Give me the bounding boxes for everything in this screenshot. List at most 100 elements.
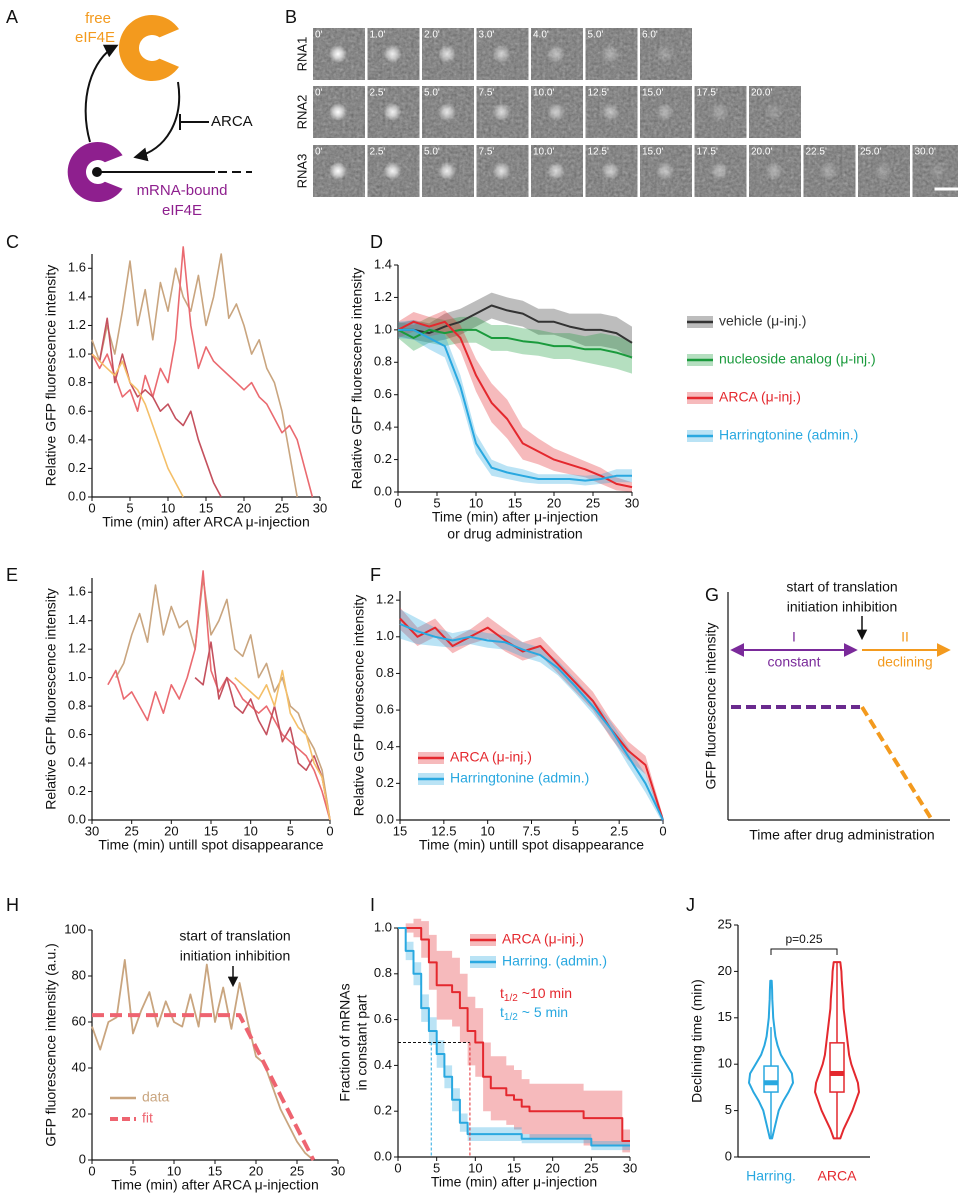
phase-label: constant (768, 654, 821, 670)
spot (819, 162, 838, 180)
annotation: t1/2 ~10 min (500, 985, 572, 1004)
spot (656, 162, 674, 180)
time-label: 10.0' (533, 147, 554, 158)
y-tick-label: 0.2 (376, 775, 394, 790)
significance-bracket (770, 948, 838, 955)
violin (748, 979, 794, 1140)
median (830, 1070, 844, 1076)
y-tick-label: 0 (79, 1151, 86, 1166)
x-tick-label: 15 (508, 495, 522, 510)
time-label: 30.0' (915, 147, 936, 158)
x-axis-title: Time after drug administration (749, 827, 934, 843)
y-tick-label: 20 (72, 1105, 86, 1120)
series-line (92, 1013, 316, 1161)
y-tick-label: 1.0 (68, 345, 86, 360)
box (829, 1042, 845, 1093)
y-tick-label: 5 (725, 1102, 732, 1117)
series-line (399, 623, 664, 821)
legend-label: ARCA (μ-inj.) (450, 749, 532, 765)
row-label: RNA1 (294, 37, 309, 72)
y-tick-label: 1.2 (374, 289, 392, 304)
legend-label: vehicle (μ-inj.) (719, 313, 806, 329)
series-line (91, 317, 222, 498)
axis-title: Time (min) after μ-injection (432, 509, 598, 525)
series-line (398, 927, 630, 1142)
y-tick-label: 0.0 (68, 811, 86, 826)
panel-g: G start of translation initiation inhibi… (703, 579, 951, 843)
legend-label: ARCA (μ-inj.) (502, 931, 584, 947)
spot (438, 103, 456, 121)
series-line (398, 328, 632, 482)
error-band (398, 320, 632, 486)
series-line (399, 617, 664, 821)
annotation-text: ~10 min (522, 985, 572, 1001)
panel-b: RNA1 0' 1.0' 2.0' 3.0' 4.0' 5.0' 6.0' RNA2 0' 2.5'… (294, 28, 958, 197)
spot (438, 45, 456, 63)
x-tick-label: 20 (164, 823, 178, 838)
y-tick-label: 1.2 (376, 592, 394, 607)
x-tick-label: 0 (394, 495, 401, 510)
spot (492, 162, 511, 180)
x-tick-label: 5 (126, 500, 133, 515)
y-tick-label: 20 (718, 963, 732, 978)
spot (928, 162, 947, 180)
annotation-text: ~ 5 min (522, 1004, 568, 1020)
box (763, 1065, 779, 1093)
panel-letter: C (6, 232, 19, 252)
phase-label: declining (877, 654, 932, 670)
panel-letter: A (6, 7, 18, 27)
annotation: t1/2 ~ 5 min (500, 1004, 568, 1023)
x-tick-label: 10 (468, 1160, 482, 1175)
panel-letter: E (6, 565, 18, 585)
time-label: 7.5' (479, 88, 495, 99)
panel-a: A ARCA free eIF4E mRNA-bound eIF4E (6, 7, 253, 219)
axis-title: Relative GFP fluorescence intensity (351, 595, 367, 817)
axis-title: Time (min) after μ-injection (431, 1174, 597, 1190)
y-tick-label: 0.6 (374, 1011, 392, 1026)
series-line (91, 959, 314, 1161)
x-tick-label: 5 (433, 495, 440, 510)
x-tick-label: 15 (208, 1163, 222, 1178)
annotation-sub: 1/2 (504, 993, 518, 1004)
panel-letter: I (370, 895, 375, 915)
x-tick-label: 0 (394, 1160, 401, 1175)
series-line (398, 304, 633, 344)
y-tick-label: 25 (718, 916, 732, 931)
y-tick-label: 1.4 (68, 288, 86, 303)
violin (814, 961, 860, 1140)
y-tick-label: 0.8 (68, 698, 86, 713)
free-eif4e-icon (118, 15, 179, 82)
time-label: 15.0' (642, 147, 663, 158)
legend-label: Harringtonine (admin.) (719, 427, 858, 443)
x-tick-label: 20 (545, 1160, 559, 1175)
y-tick-label: 0.4 (68, 431, 86, 446)
time-label: 1.0' (370, 30, 386, 41)
y-tick-label: 0.4 (68, 754, 86, 769)
axis-title: Fraction of mRNAs (337, 983, 353, 1101)
x-tick-label: 10 (161, 500, 175, 515)
y-tick-label: 0.2 (374, 1103, 392, 1118)
y-tick-label: 0.6 (68, 403, 86, 418)
spot (438, 162, 456, 180)
time-label: 2.5' (370, 88, 386, 99)
spot (383, 162, 402, 180)
spot (329, 162, 347, 180)
x-tick-label: 10 (243, 823, 257, 838)
spot (656, 45, 674, 63)
x-tick-label: 30 (625, 495, 639, 510)
y-tick-label: 1.0 (68, 669, 86, 684)
panel-letter: G (705, 585, 719, 605)
median (764, 1080, 778, 1086)
legend-label: ARCA (μ-inj.) (719, 389, 801, 405)
time-label: 20.0' (751, 147, 772, 158)
y-tick-label: 0.0 (376, 811, 394, 826)
x-tick-label: 0 (88, 500, 95, 515)
axis-title: Time (min) untill spot disappearance (419, 837, 644, 853)
time-label: 0' (315, 30, 323, 41)
x-tick-label: 5 (287, 823, 294, 838)
time-label: 3.0' (479, 30, 495, 41)
x-tick-label: 25 (586, 495, 600, 510)
row-label: RNA2 (294, 95, 309, 130)
phase-numeral: II (901, 629, 909, 645)
time-label: 6.0' (642, 30, 658, 41)
